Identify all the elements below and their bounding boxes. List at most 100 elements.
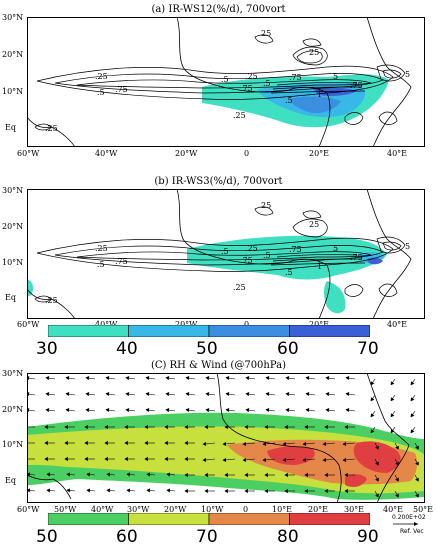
wind-vector-head [184, 488, 188, 494]
wind-vector-head [415, 493, 419, 498]
wind-vector-head [264, 488, 268, 494]
panel-c-lon-label: 40°E [383, 505, 404, 514]
panel-b-map: 25 .25 .5 .75 .5 .25 .25 .5 .75 1 .75 5 … [27, 189, 425, 319]
wind-vector-head [184, 472, 188, 478]
wind-vector-head [325, 376, 330, 381]
wind-vector-head [64, 440, 68, 446]
wind-vector-head [185, 408, 190, 413]
panel-a-lat-label: 20°N [2, 50, 24, 59]
wind-vector-head [145, 376, 150, 381]
colorbar-c-tick: 80 [277, 527, 299, 547]
panel-c-lon-label: 20°W [164, 505, 187, 514]
wind-vector-head [322, 457, 327, 462]
wind-vector-head [322, 441, 327, 446]
colorbar-c-tick: 90 [357, 527, 379, 547]
reference-vector-label: Ref. Vec [400, 528, 424, 535]
wind-vector-head [264, 424, 268, 430]
panel-a-contour-label: 1 [317, 90, 322, 99]
wind-vector-head [245, 408, 250, 413]
wind-vector-head [415, 477, 419, 482]
panel-a-lon-label: 20°E [309, 149, 330, 158]
panel-c-shade-red-east [353, 441, 401, 473]
panel-b-lon-label: 40°E [387, 320, 408, 329]
panel-a-lon-label: 40°W [95, 149, 118, 158]
wind-vector-head [395, 461, 399, 466]
wind-vector-head [164, 456, 168, 462]
wind-vector-head [104, 440, 108, 446]
wind-vector-head [166, 488, 171, 493]
panel-b-contours [34, 206, 406, 303]
panel-a-contour-label: .75 [350, 81, 363, 90]
wind-vector-head [184, 456, 188, 462]
panel-b-contour-label: .75 [115, 257, 128, 266]
panel-c-map [27, 373, 425, 503]
colorbar-c [48, 513, 370, 525]
panel-c-lat-label: 30°N [2, 369, 24, 378]
wind-vector-head [344, 472, 348, 478]
wind-vector-head [390, 429, 395, 434]
wind-vector-head [65, 408, 70, 413]
panel-b-contour-label: 1 [317, 262, 322, 271]
panel-b-lon-label: 0 [244, 320, 250, 329]
wind-vector-head [66, 488, 71, 493]
wind-vector-head [284, 424, 288, 430]
wind-vector-head [65, 376, 70, 381]
wind-vector-head [302, 457, 307, 462]
panel-a-contour-label: 25 [261, 29, 271, 38]
colorbar-c-tick: 60 [116, 527, 138, 547]
wind-vector-head [225, 408, 230, 413]
wind-vector-head [305, 376, 310, 381]
wind-vector-head [104, 424, 108, 430]
wind-vector-head [165, 376, 170, 381]
wind-vector-head [165, 392, 170, 397]
panel-a-shade-blue [289, 96, 341, 114]
wind-vector-head [204, 472, 208, 478]
wind-vector-head [84, 440, 88, 446]
panel-a-contour-label: .5 [285, 96, 293, 105]
panel-b-contour-label: .75 [240, 256, 253, 265]
wind-vector-head [395, 445, 399, 450]
panel-b-lon-label: 40°W [95, 320, 118, 329]
wind-vector-head [370, 381, 375, 386]
panel-a-contour-label: .25 [95, 72, 108, 81]
panel-a-lon-label: 40°E [387, 149, 408, 158]
wind-vector-head [145, 408, 150, 413]
wind-vector-head [325, 392, 330, 397]
panel-b-lat-label: Eq [5, 293, 16, 302]
wind-vector-head [285, 376, 290, 381]
wind-vector-head [282, 441, 287, 446]
panel-a-contour-label: .25 [245, 72, 258, 81]
panel-c-coastline-africa [216, 373, 342, 503]
wind-vector-head [265, 376, 270, 381]
colorbar-c-swatch [128, 513, 210, 525]
panel-c-lon-label: 40°W [91, 505, 114, 514]
wind-vector-head [345, 392, 350, 397]
wind-vector-head [106, 472, 111, 477]
wind-vector-head [45, 408, 50, 413]
panel-c-lat-label: 10°N [2, 440, 24, 449]
wind-vector-head [395, 493, 399, 498]
panel-c-lon-label: 50°W [54, 505, 77, 514]
wind-vector-head [342, 441, 347, 446]
panel-b-lon-label: 60°W [17, 320, 40, 329]
colorbar-ab-swatch [289, 325, 370, 337]
colorbar-ab-swatch [48, 325, 129, 337]
panel-a-contour-label: 5 [405, 70, 410, 79]
wind-vector-head [370, 413, 375, 418]
panel-c-lon-label: 30°W [127, 505, 150, 514]
panel-c-lon-label: 20°E [308, 505, 329, 514]
wind-vector-head [124, 456, 128, 462]
wind-vector-head [202, 457, 207, 462]
panel-c-lon-label: 50°E [413, 505, 434, 514]
wind-vector-head [224, 488, 228, 494]
panel-b-contour-label: .5 [221, 247, 229, 256]
wind-vector-head [244, 488, 248, 494]
wind-vector-head [166, 472, 171, 477]
wind-vector-head [184, 424, 188, 430]
wind-vector-head [44, 424, 48, 430]
wind-vector-head [46, 472, 51, 477]
panel-a-map: 25 .25 .5 .75 .5 .25 .25 .5 .75 1 .75 5 … [27, 17, 425, 147]
wind-vector-head [265, 392, 270, 397]
panel-c-lon-label: 10°E [272, 505, 293, 514]
